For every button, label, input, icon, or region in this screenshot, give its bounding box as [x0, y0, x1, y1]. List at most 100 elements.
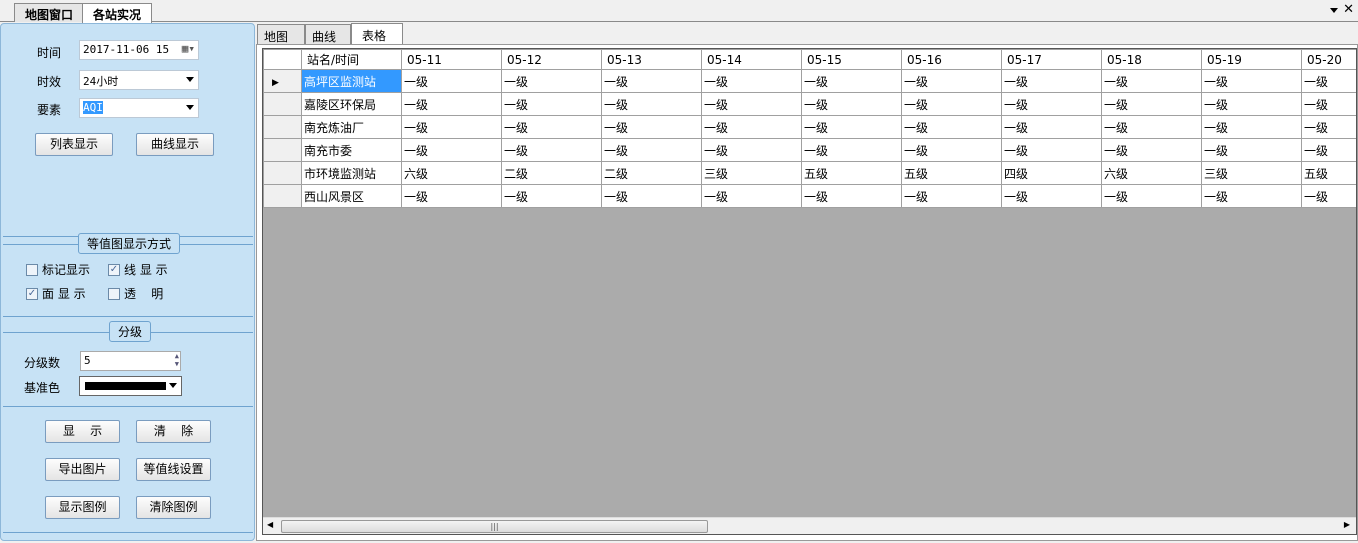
scroll-thumb[interactable]: ||| — [281, 520, 708, 533]
grade-cell[interactable]: 一级 — [1201, 138, 1302, 162]
grade-cell[interactable]: 一级 — [401, 92, 502, 116]
spinner-icon[interactable]: ▲ ▼ — [174, 352, 179, 368]
clear-legend-button[interactable]: 清除图例 — [136, 496, 211, 519]
grade-cell[interactable]: 一级 — [1301, 69, 1356, 93]
grade-cell[interactable]: 四级 — [1001, 161, 1102, 185]
grade-count-stepper[interactable]: 5 ▲ ▼ — [80, 351, 181, 371]
scroll-right-icon[interactable]: ▶ — [1343, 520, 1350, 529]
row-header[interactable] — [263, 92, 302, 116]
station-name-cell[interactable]: 南充炼油厂 — [301, 115, 402, 139]
grade-cell[interactable]: 一级 — [1301, 138, 1356, 162]
grade-cell[interactable]: 一级 — [1201, 92, 1302, 116]
grade-cell[interactable]: 一级 — [1101, 184, 1202, 208]
column-header-date[interactable]: 05-16 — [901, 49, 1002, 70]
grade-cell[interactable]: 一级 — [701, 92, 802, 116]
table-row[interactable]: ▶ 高坪区监测站 一级 一级 一级 一级 一级 一级 一级 一级 一级 一级 — [263, 69, 1356, 93]
scroll-left-icon[interactable]: ◀ — [267, 520, 274, 529]
grade-cell[interactable]: 一级 — [801, 115, 902, 139]
grade-cell[interactable]: 一级 — [1201, 69, 1302, 93]
row-header[interactable] — [263, 161, 302, 185]
grade-cell[interactable]: 一级 — [401, 115, 502, 139]
checkbox-area[interactable]: ✓ 面 显 示 — [26, 285, 86, 302]
dropdown-icon[interactable] — [1330, 8, 1338, 13]
grade-cell[interactable]: 二级 — [601, 161, 702, 185]
grade-cell[interactable]: 六级 — [401, 161, 502, 185]
grade-cell[interactable]: 三级 — [701, 161, 802, 185]
station-name-cell[interactable]: 南充市委 — [301, 138, 402, 162]
grade-cell[interactable]: 一级 — [901, 184, 1002, 208]
tab-table[interactable]: 表格 — [351, 23, 403, 44]
table-row[interactable]: 市环境监测站 六级 二级 二级 三级 五级 五级 四级 六级 三级 五级 — [263, 161, 1356, 185]
close-icon[interactable]: ✕ — [1343, 2, 1354, 17]
station-name-cell[interactable]: 市环境监测站 — [301, 161, 402, 185]
validity-select[interactable]: 24小时 — [79, 70, 199, 90]
grade-cell[interactable]: 一级 — [401, 184, 502, 208]
grade-cell[interactable]: 一级 — [1101, 138, 1202, 162]
show-legend-button[interactable]: 显示图例 — [45, 496, 120, 519]
column-header-date[interactable]: 05-15 — [801, 49, 902, 70]
grade-cell[interactable]: 一级 — [501, 184, 602, 208]
grade-cell[interactable]: 一级 — [1301, 92, 1356, 116]
grade-cell[interactable]: 一级 — [901, 138, 1002, 162]
time-picker[interactable]: 2017-11-06 15 ▦▾ — [79, 40, 199, 60]
base-color-picker[interactable] — [79, 376, 182, 396]
column-header-date[interactable]: 05-17 — [1001, 49, 1102, 70]
checkbox-line[interactable]: ✓ 线 显 示 — [108, 261, 168, 278]
row-header[interactable]: ▶ — [263, 69, 302, 93]
grade-cell[interactable]: 一级 — [501, 115, 602, 139]
station-name-cell[interactable]: 嘉陵区环保局 — [301, 92, 402, 116]
grade-cell[interactable]: 一级 — [1101, 69, 1202, 93]
grade-cell[interactable]: 一级 — [1001, 138, 1102, 162]
grade-cell[interactable]: 一级 — [501, 69, 602, 93]
column-header[interactable]: 站名/时间 — [301, 49, 402, 70]
grade-cell[interactable]: 一级 — [1301, 115, 1356, 139]
row-header[interactable] — [263, 138, 302, 162]
row-header[interactable] — [263, 184, 302, 208]
grade-cell[interactable]: 一级 — [401, 138, 502, 162]
grade-cell[interactable]: 一级 — [1201, 184, 1302, 208]
column-header-date[interactable]: 05-14 — [701, 49, 802, 70]
checkbox-marker[interactable]: 标记显示 — [26, 261, 90, 278]
checkbox-transparent[interactable]: 透 明 — [108, 285, 163, 302]
row-header[interactable] — [263, 115, 302, 139]
grade-cell[interactable]: 一级 — [1101, 115, 1202, 139]
grade-cell[interactable]: 二级 — [501, 161, 602, 185]
grade-cell[interactable]: 一级 — [1001, 69, 1102, 93]
column-header-date[interactable]: 05-18 — [1101, 49, 1202, 70]
grade-cell[interactable]: 一级 — [801, 69, 902, 93]
grade-cell[interactable]: 一级 — [601, 69, 702, 93]
export-image-button[interactable]: 导出图片 — [45, 458, 120, 481]
table-row[interactable]: 南充炼油厂 一级 一级 一级 一级 一级 一级 一级 一级 一级 一级 — [263, 115, 1356, 139]
grade-cell[interactable]: 一级 — [401, 69, 502, 93]
table-row[interactable]: 南充市委 一级 一级 一级 一级 一级 一级 一级 一级 一级 一级 — [263, 138, 1356, 162]
grade-cell[interactable]: 一级 — [1001, 92, 1102, 116]
grade-cell[interactable]: 一级 — [701, 138, 802, 162]
grade-cell[interactable]: 一级 — [601, 92, 702, 116]
column-header-date[interactable]: 05-11 — [401, 49, 502, 70]
grade-cell[interactable]: 一级 — [801, 184, 902, 208]
grade-cell[interactable]: 一级 — [601, 138, 702, 162]
contour-settings-button[interactable]: 等值线设置 — [136, 458, 211, 481]
tab-curve[interactable]: 曲线 — [305, 24, 351, 44]
tab-map-window[interactable]: 地图窗口 — [14, 3, 85, 22]
grade-cell[interactable]: 一级 — [1201, 115, 1302, 139]
grade-cell[interactable]: 一级 — [801, 92, 902, 116]
column-header-date[interactable]: 05-13 — [601, 49, 702, 70]
column-header-date[interactable]: 05-19 — [1201, 49, 1302, 70]
show-button[interactable]: 显 示 — [45, 420, 120, 443]
grade-cell[interactable]: 三级 — [1201, 161, 1302, 185]
grade-cell[interactable]: 六级 — [1101, 161, 1202, 185]
grade-cell[interactable]: 一级 — [1001, 115, 1102, 139]
list-display-button[interactable]: 列表显示 — [35, 133, 113, 156]
grade-cell[interactable]: 一级 — [701, 69, 802, 93]
tab-map[interactable]: 地图 — [257, 24, 305, 44]
column-header-date[interactable]: 05-20 — [1301, 49, 1356, 70]
grade-cell[interactable]: 一级 — [1301, 184, 1356, 208]
grade-cell[interactable]: 一级 — [901, 92, 1002, 116]
grade-cell[interactable]: 一级 — [601, 115, 702, 139]
grade-cell[interactable]: 一级 — [901, 69, 1002, 93]
grade-cell[interactable]: 五级 — [801, 161, 902, 185]
grade-cell[interactable]: 一级 — [601, 184, 702, 208]
tab-station-live[interactable]: 各站实况 — [82, 3, 153, 23]
curve-display-button[interactable]: 曲线显示 — [136, 133, 214, 156]
